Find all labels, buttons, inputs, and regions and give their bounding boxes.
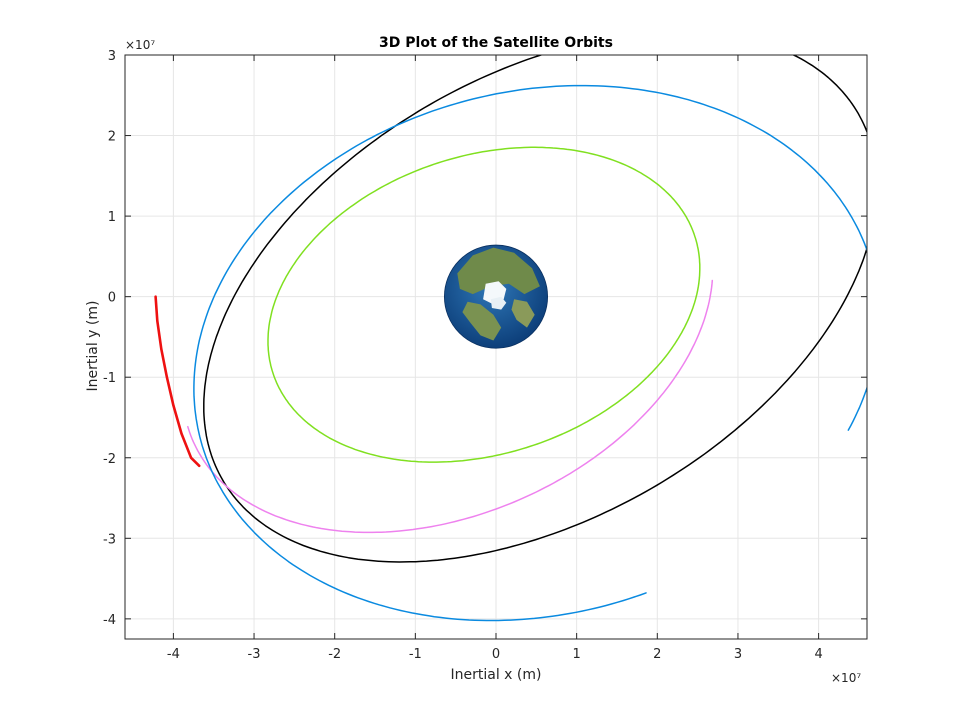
y-tick-label: 2 xyxy=(108,130,116,145)
y-tick-label: -1 xyxy=(103,371,116,386)
x-tick-label: -4 xyxy=(167,647,180,662)
x-tick-label: -2 xyxy=(328,647,341,662)
x-tick-label: 3 xyxy=(734,647,742,662)
orbit-series-4 xyxy=(193,84,867,622)
america-landmass xyxy=(462,301,502,341)
orbit-series-2 xyxy=(267,146,701,463)
x-tick-label: -3 xyxy=(248,647,261,662)
y-exponent-label: ×10⁷ xyxy=(125,38,155,52)
orbit-series-1 xyxy=(203,55,867,563)
y-tick-label: 3 xyxy=(108,49,116,64)
y-tick-label: -4 xyxy=(103,613,116,628)
x-exponent-label: ×10⁷ xyxy=(831,671,861,685)
series-layer xyxy=(154,55,867,622)
earth-globe xyxy=(443,244,549,349)
orbit-series-5 xyxy=(154,295,201,468)
greenland-ice xyxy=(490,296,507,310)
orbit-series-3 xyxy=(187,279,714,534)
x-tick-label: -1 xyxy=(409,647,422,662)
ticks: -4 -3 -2 -1 0 1 2 3 4 -4 -3 -2 -1 0 1 2 3 xyxy=(103,49,867,662)
y-tick-label: 0 xyxy=(108,291,116,306)
x-tick-label: 0 xyxy=(492,647,500,662)
x-tick-label: 2 xyxy=(653,647,661,662)
earth-layer xyxy=(443,244,549,349)
eurasia-landmass xyxy=(457,247,540,295)
y-axis-label: Inertial y (m) xyxy=(85,301,101,392)
y-tick-label: -2 xyxy=(103,452,116,467)
y-tick-label: -3 xyxy=(103,532,116,547)
x-axis-label: Inertial x (m) xyxy=(451,667,542,683)
chart-title: 3D Plot of the Satellite Orbits xyxy=(379,35,613,51)
y-tick-label: 1 xyxy=(108,210,116,225)
x-tick-label: 1 xyxy=(573,647,581,662)
africa-landmass xyxy=(511,299,535,328)
x-tick-label: 4 xyxy=(814,647,822,662)
